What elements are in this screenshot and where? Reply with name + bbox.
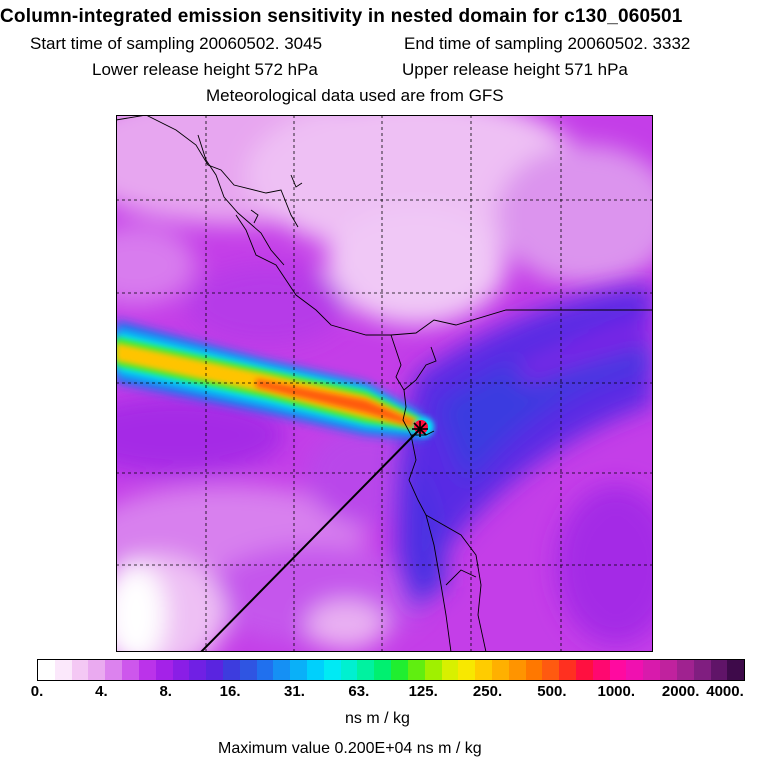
maximum-value-label: Maximum value 0.200E+04 ns m / kg — [218, 740, 482, 757]
colorbar-segment — [559, 660, 576, 680]
colorbar-segment — [491, 660, 509, 680]
colorbar-segment — [391, 660, 408, 680]
colorbar-segment — [222, 660, 240, 680]
colorbar-segment — [660, 660, 677, 680]
start-time-label: Start time of sampling 20060502. 3045 — [30, 34, 323, 53]
colorbar-segment — [693, 660, 711, 680]
colorbar-segment — [307, 660, 324, 680]
colorbar-tick-label: 250. — [472, 683, 503, 700]
colorbar-segment — [710, 660, 728, 680]
map-title: Column-integrated emission sensitivity i… — [0, 6, 683, 27]
colorbar-units: ns m / kg — [345, 710, 410, 727]
sensitivity-map — [116, 115, 653, 652]
colorbar-segment — [340, 660, 358, 680]
colorbar-segment — [206, 660, 223, 680]
colorbar-segment — [424, 660, 442, 680]
colorbar-segment — [256, 660, 274, 680]
colorbar-segment — [239, 660, 257, 680]
colorbar-tick-label: 125. — [408, 683, 438, 700]
colorbar-segment — [676, 660, 694, 680]
colorbar-segment — [357, 660, 375, 680]
upper-release-height-label: Upper release height 571 hPa — [402, 60, 628, 79]
colorbar-segment — [290, 660, 307, 680]
end-time-label: End time of sampling 20060502. 3332 — [404, 34, 691, 53]
colorbar-tick-labels: 0. 4. 8. 16. 31. 63. 125. 250. 500. 1000. 2000. 400… — [0, 683, 768, 703]
colorbar-segment — [592, 660, 610, 680]
colorbar-segment — [155, 660, 173, 680]
colorbar-segment — [323, 660, 341, 680]
colorbar-segment — [458, 660, 476, 680]
colorbar-segment — [189, 660, 207, 680]
colorbar-segment — [54, 660, 72, 680]
colorbar-segment — [475, 660, 492, 680]
colorbar-segment — [122, 660, 139, 680]
colorbar-tick-label: 63. — [348, 683, 370, 700]
colorbar-tick-label: 4. — [95, 683, 108, 700]
colorbar-segment — [542, 660, 560, 680]
colorbar-segment — [609, 660, 627, 680]
colorbar-tick-label: 4000. — [706, 683, 744, 700]
colorbar-segment — [576, 660, 593, 680]
colorbar-segment — [525, 660, 543, 680]
lower-release-height-label: Lower release height 572 hPa — [92, 60, 318, 79]
colorbar — [37, 659, 745, 681]
colorbar-segment — [374, 660, 392, 680]
colorbar-tick-label: 1000. — [597, 683, 636, 700]
coastline — [116, 115, 653, 652]
colorbar-segment — [105, 660, 123, 680]
colorbar-segment — [727, 660, 745, 680]
colorbar-segment — [71, 660, 89, 680]
colorbar-tick-label: 16. — [219, 683, 241, 700]
colorbar-tick-label: 0. — [30, 683, 44, 700]
eastern-blue-band — [396, 285, 653, 615]
colorbar-tick-label: 2000. — [661, 683, 700, 700]
colorbar-segment — [38, 660, 55, 680]
receptor-marker-icon — [412, 421, 428, 437]
colorbar-segment — [441, 660, 459, 680]
colorbar-segment — [88, 660, 106, 680]
colorbar-tick-label: 500. — [537, 683, 567, 700]
low-sensitivity-areas — [116, 115, 653, 652]
flight-track — [200, 428, 421, 652]
colorbar-segment — [508, 660, 526, 680]
colorbar-segment — [172, 660, 190, 680]
colorbar-segment — [626, 660, 644, 680]
met-data-label: Meteorological data used are from GFS — [206, 86, 504, 105]
colorbar-segment — [273, 660, 291, 680]
colorbar-tick-label: 31. — [284, 683, 305, 700]
colorbar-segment — [138, 660, 156, 680]
colorbar-segment — [407, 660, 425, 680]
colorbar-segment — [643, 660, 661, 680]
colorbar-tick-label: 8. — [159, 683, 172, 700]
emission-plume — [116, 320, 434, 440]
